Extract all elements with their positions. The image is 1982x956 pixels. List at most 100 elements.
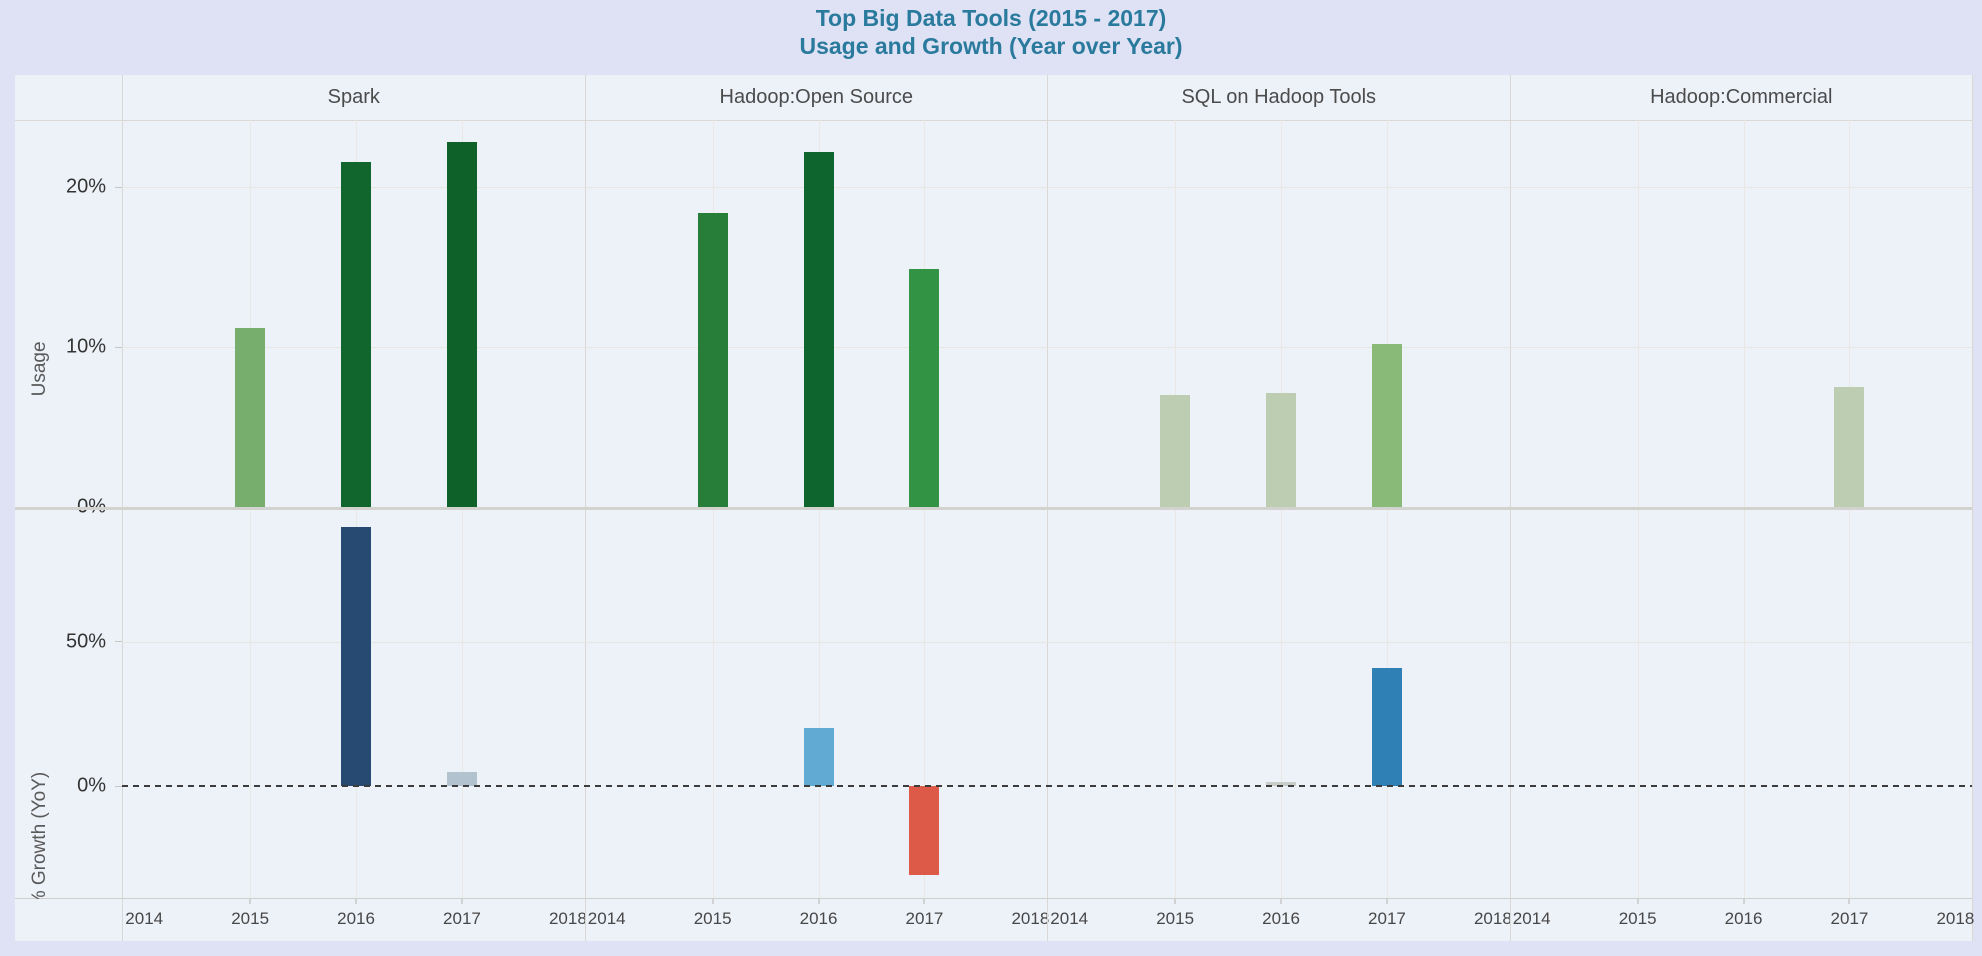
panel-header-label-hadoop-open-source: Hadoop:Open Source <box>719 86 913 108</box>
panel-header-row: Spark Hadoop:Open Source SQL on Hadoop Too… <box>15 75 1972 121</box>
vgrid-2017 <box>461 510 463 898</box>
vgrid-2015 <box>250 120 252 507</box>
zero-reference-line <box>122 785 1972 788</box>
x-tick-2015 <box>1174 899 1176 904</box>
chart-title-block: Top Big Data Tools (2015 - 2017) Usage a… <box>0 4 1982 60</box>
x-label-hadoop-open-source-2015: 2015 <box>693 909 732 928</box>
x-label-sql-on-hadoop-tools-2015: 2015 <box>1156 909 1195 928</box>
x-label-spark-2014: 2014 <box>125 909 164 928</box>
vgrid-2017 <box>1386 120 1388 507</box>
bar-usage-sql-on-hadoop-tools-2016[interactable] <box>1266 393 1297 507</box>
vgrid-2016 <box>1281 120 1283 507</box>
panel-header-label-hadoop-commercial: Hadoop:Commercial <box>1650 86 1833 108</box>
x-axis-gutter-spacer <box>15 899 122 941</box>
x-label-sql-on-hadoop-tools-2016: 2016 <box>1262 909 1300 928</box>
bar-growth-sql-on-hadoop-tools-2016[interactable] <box>1266 781 1297 787</box>
panel-header-hadoop-open-source: Hadoop:Open Source <box>584 75 1048 120</box>
vgrid-2015 <box>712 510 714 898</box>
bar-usage-hadoop-open-source-2017[interactable] <box>909 268 940 507</box>
x-label-sql-on-hadoop-tools-2018: 2018 <box>1473 909 1512 928</box>
growth-ytick-mark-50 <box>115 641 122 643</box>
bar-growth-spark-2017[interactable] <box>446 771 477 787</box>
x-label-hadoop-open-source-2017: 2017 <box>905 909 944 928</box>
x-tick-2017 <box>923 899 925 904</box>
header-gutter-spacer <box>15 75 122 120</box>
x-tick-2016 <box>818 899 820 904</box>
vgrid-2015 <box>1175 510 1177 898</box>
usage-axis-gutter: Usage 0% 10% 20% <box>15 120 122 518</box>
x-axis-panel-hadoop-open-source: 2014 2015 2016 2017 2018 <box>584 899 1050 941</box>
growth-panel-spark <box>122 510 585 898</box>
growth-ytick-label-0: 0% <box>77 774 106 797</box>
x-tick-2017 <box>1848 899 1850 904</box>
x-label-hadoop-open-source-2016: 2016 <box>799 909 838 928</box>
x-label-spark-2017: 2017 <box>443 909 481 928</box>
usage-hgrid-20 <box>122 187 1972 189</box>
x-label-hadoop-open-source-2018: 2018 <box>1011 909 1050 928</box>
usage-panel-sql-on-hadoop-tools <box>1047 120 1510 507</box>
usage-hgrid-10 <box>122 347 1972 349</box>
x-tick-2015 <box>1637 899 1639 904</box>
bar-growth-sql-on-hadoop-tools-2017[interactable] <box>1371 667 1402 787</box>
x-axis-panel-sql-on-hadoop-tools: 2014 2015 2016 2017 2018 <box>1047 899 1512 941</box>
x-label-hadoop-commercial-2018: 2018 <box>1936 909 1975 928</box>
growth-panel-hadoop-open-source <box>584 510 1048 898</box>
x-label-sql-on-hadoop-tools-2014: 2014 <box>1050 909 1089 928</box>
x-tick-2016 <box>1743 899 1745 904</box>
x-tick-2017 <box>461 899 463 904</box>
x-label-hadoop-commercial-2016: 2016 <box>1724 909 1763 928</box>
row-separator <box>15 507 1972 510</box>
x-label-hadoop-commercial-2015: 2015 <box>1618 909 1657 928</box>
bar-usage-hadoop-open-source-2016[interactable] <box>803 151 834 507</box>
bar-usage-sql-on-hadoop-tools-2017[interactable] <box>1371 343 1402 507</box>
panel-header-hadoop-commercial: Hadoop:Commercial <box>1509 75 1973 120</box>
vgrid-2016 <box>1743 120 1745 507</box>
bar-growth-hadoop-open-source-2017[interactable] <box>909 786 940 876</box>
vgrid-2017 <box>1849 510 1851 898</box>
chart-area: Spark Hadoop:Open Source SQL on Hadoop Too… <box>15 75 1975 941</box>
x-tick-2015 <box>249 899 251 904</box>
bar-usage-spark-2015[interactable] <box>235 327 266 507</box>
growth-panel-hadoop-commercial <box>1509 510 1973 898</box>
bar-usage-sql-on-hadoop-tools-2015[interactable] <box>1160 395 1191 507</box>
x-label-spark-2018: 2018 <box>548 909 587 928</box>
usage-row: Usage 0% 10% 20% <box>15 120 1973 518</box>
x-tick-2017 <box>1386 899 1388 904</box>
growth-row: % Growth (YoY) 0% 50% <box>15 510 1973 907</box>
vgrid-2016 <box>1743 510 1745 898</box>
vgrid-2016 <box>1281 510 1283 898</box>
bar-usage-hadoop-open-source-2015[interactable] <box>697 212 728 507</box>
growth-axis-title: % Growth (YoY) <box>29 771 50 908</box>
usage-ytick-label-0: 0% <box>77 496 106 519</box>
vgrid-2015 <box>1637 120 1639 507</box>
x-tick-2016 <box>355 899 357 904</box>
bar-usage-spark-2016[interactable] <box>341 161 372 507</box>
bar-growth-spark-2016[interactable] <box>341 526 372 787</box>
growth-panel-sql-on-hadoop-tools <box>1047 510 1510 898</box>
usage-ytick-mark-10 <box>115 346 122 348</box>
usage-panel-hadoop-open-source <box>584 120 1048 507</box>
growth-hgrid-50 <box>122 641 1972 643</box>
x-label-hadoop-open-source-2014: 2014 <box>587 909 626 928</box>
panel-header-sql-on-hadoop-tools: SQL on Hadoop Tools <box>1047 75 1510 120</box>
bar-growth-hadoop-open-source-2016[interactable] <box>803 728 834 787</box>
usage-ytick-label-10: 10% <box>65 335 106 358</box>
panel-header-label-sql-on-hadoop-tools: SQL on Hadoop Tools <box>1181 86 1377 108</box>
vgrid-2017 <box>924 510 926 898</box>
growth-ytick-mark-0 <box>115 785 122 787</box>
x-label-spark-2015: 2015 <box>231 909 270 928</box>
chart-title-line-2: Usage and Growth (Year over Year) <box>799 33 1183 59</box>
bar-usage-spark-2017[interactable] <box>446 142 477 507</box>
x-label-spark-2016: 2016 <box>337 909 375 928</box>
usage-panel-hadoop-commercial <box>1509 120 1973 507</box>
x-label-sql-on-hadoop-tools-2017: 2017 <box>1368 909 1406 928</box>
bar-usage-hadoop-commercial-2017[interactable] <box>1834 387 1865 507</box>
usage-ytick-mark-20 <box>115 186 122 188</box>
vgrid-2016 <box>818 510 820 898</box>
usage-ytick-label-20: 20% <box>65 175 106 198</box>
panel-header-label-spark: Spark <box>327 86 380 108</box>
usage-panel-spark <box>122 120 585 507</box>
x-axis-row: 2014 2015 2016 2017 2018 2014 2015 2016 2017 2018… <box>15 899 1975 941</box>
x-label-hadoop-commercial-2017: 2017 <box>1830 909 1869 928</box>
